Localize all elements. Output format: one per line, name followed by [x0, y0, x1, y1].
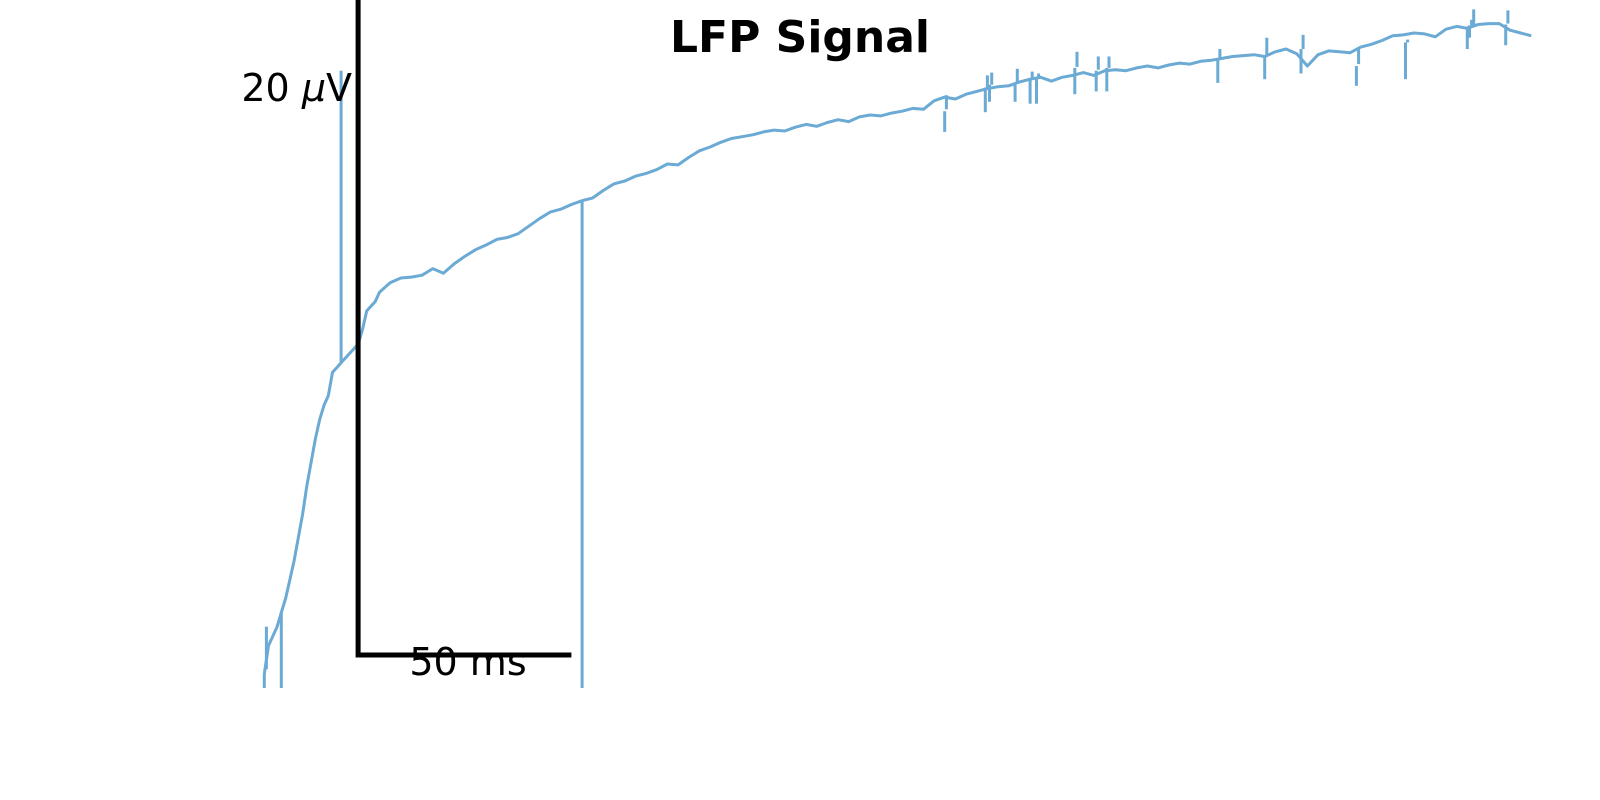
chart-title: LFP Signal: [670, 12, 930, 63]
lfp-trace-group: [262, 9, 1532, 688]
scale-bar-group: [355, 0, 572, 658]
scale-bar-vertical-label-prefix: 20: [241, 66, 301, 110]
scale-bar-vertical-label: 20 μV: [241, 66, 352, 110]
scale-bar-vertical-label-unit: V: [326, 66, 352, 110]
lfp-trace-line: [262, 22, 1532, 675]
scale-bar-vertical-label-symbol: μ: [301, 66, 326, 110]
scale-bar-horizontal-label: 50 ms: [409, 640, 526, 684]
